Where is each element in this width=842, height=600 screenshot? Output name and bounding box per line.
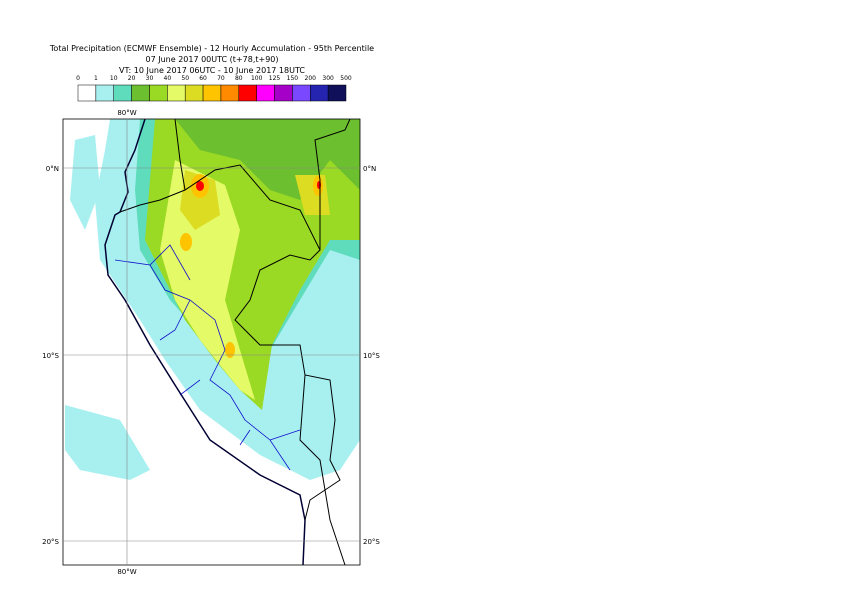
legend-swatch — [292, 84, 311, 102]
legend-swatch — [95, 84, 114, 102]
legend-label: 30 — [146, 75, 154, 82]
legend-label: 10 — [110, 75, 118, 82]
legend-label: 500 — [340, 75, 352, 82]
legend: 0 1 10 20 30 40 50 60 70 80 100 125 150 200 300 500 — [76, 75, 352, 102]
title-line: VT: 10 June 2017 06UTC - 10 June 2017 18… — [119, 66, 305, 75]
legend-label: 80 — [235, 75, 243, 82]
legend-swatch — [327, 84, 347, 102]
legend-swatch — [274, 84, 293, 102]
legend-label: 1 — [94, 75, 98, 82]
lat-label: 10°S — [42, 352, 59, 360]
map — [63, 119, 360, 565]
legend-swatch — [167, 84, 186, 102]
legend-swatch — [77, 84, 97, 102]
legend-label: 150 — [287, 75, 299, 82]
lon-label: 80°W — [117, 109, 136, 117]
legend-label: 70 — [217, 75, 225, 82]
lat-label: 0°N — [46, 165, 59, 173]
legend-swatch — [184, 84, 204, 102]
legend-swatch — [310, 84, 329, 102]
lat-label: 20°S — [363, 538, 380, 546]
legend-swatch — [256, 84, 275, 102]
legend-label: 300 — [322, 75, 334, 82]
legend-label: 100 — [251, 75, 263, 82]
legend-swatch — [238, 84, 257, 102]
legend-label: 60 — [199, 75, 207, 82]
legend-swatch — [113, 84, 132, 102]
legend-label: 20 — [128, 75, 136, 82]
lat-label: 10°S — [363, 352, 380, 360]
legend-swatch — [202, 84, 222, 102]
legend-swatch — [131, 84, 150, 102]
legend-swatch — [149, 84, 168, 102]
legend-swatch — [220, 84, 240, 102]
lat-label: 20°S — [42, 538, 59, 546]
title-line: 07 June 2017 00UTC (t+78,t+90) — [146, 55, 279, 64]
title-line: Total Precipitation (ECMWF Ensemble) - 1… — [49, 44, 374, 53]
legend-label: 40 — [164, 75, 172, 82]
lat-label: 0°N — [363, 165, 376, 173]
map-frame — [62, 118, 361, 566]
legend-label: 0 — [76, 75, 80, 82]
legend-label: 200 — [305, 75, 317, 82]
lon-label: 80°W — [117, 568, 136, 576]
legend-label: 50 — [181, 75, 189, 82]
legend-label: 125 — [269, 75, 281, 82]
